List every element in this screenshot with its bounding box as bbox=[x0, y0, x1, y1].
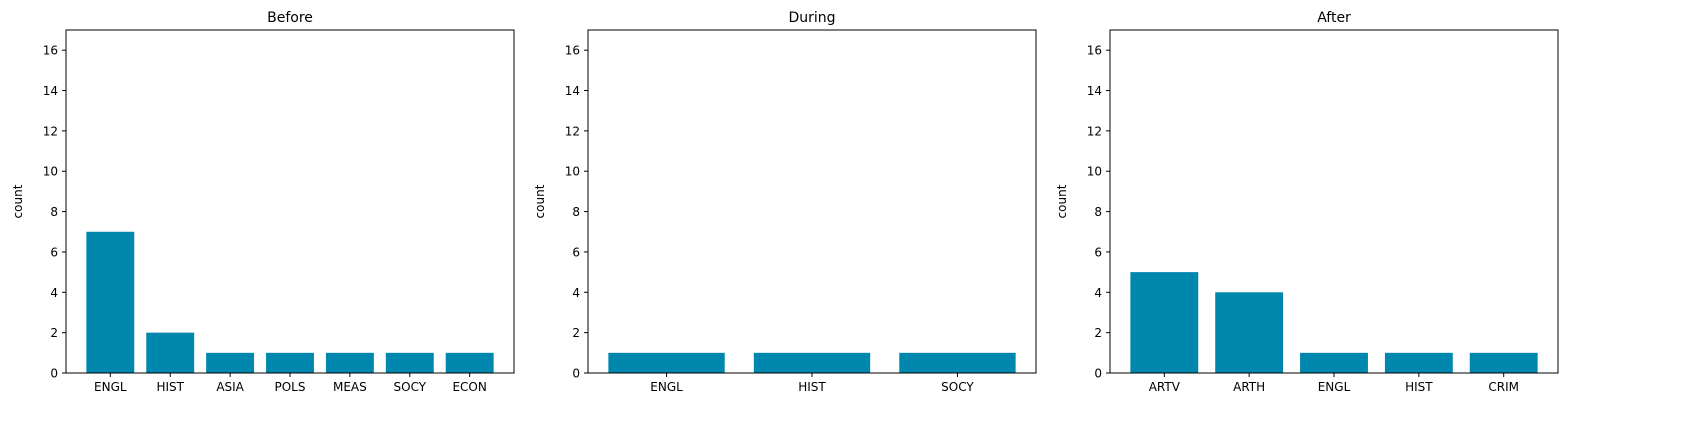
bar-engl bbox=[86, 231, 135, 373]
y-tick-label: 10 bbox=[1087, 165, 1102, 179]
bar-crim bbox=[1469, 352, 1538, 373]
y-axis-label: count bbox=[533, 184, 547, 218]
bar-asia bbox=[206, 352, 255, 373]
y-tick-label: 12 bbox=[565, 124, 580, 138]
x-tick-label: POLS bbox=[275, 380, 306, 394]
y-tick-label: 6 bbox=[50, 245, 58, 259]
bar-engl bbox=[608, 352, 725, 373]
y-tick-label: 4 bbox=[50, 286, 58, 300]
x-tick-label: ECON bbox=[452, 380, 486, 394]
y-tick-label: 14 bbox=[565, 84, 580, 98]
y-tick-label: 6 bbox=[1094, 245, 1102, 259]
y-tick-label: 16 bbox=[43, 44, 58, 58]
y-tick-label: 12 bbox=[1087, 124, 1102, 138]
bar-pols bbox=[266, 352, 314, 373]
y-axis-label: count bbox=[1055, 184, 1069, 218]
y-tick-label: 0 bbox=[50, 367, 58, 381]
bar-hist bbox=[1384, 352, 1453, 373]
x-tick-label: CRIM bbox=[1488, 380, 1519, 394]
x-tick-label: ARTV bbox=[1149, 380, 1181, 394]
y-tick-label: 4 bbox=[572, 286, 580, 300]
bar-econ bbox=[445, 352, 494, 373]
y-tick-label: 14 bbox=[43, 84, 58, 98]
y-tick-label: 14 bbox=[1087, 84, 1102, 98]
y-tick-label: 8 bbox=[1094, 205, 1102, 219]
bar-artv bbox=[1130, 272, 1199, 373]
axes-frame bbox=[587, 29, 1037, 374]
chart-title: Before bbox=[267, 10, 313, 26]
bar-hist bbox=[146, 332, 195, 373]
bar-meas bbox=[325, 352, 374, 373]
bar-socy bbox=[385, 352, 434, 373]
y-tick-label: 0 bbox=[1094, 367, 1102, 381]
chart-title: During bbox=[788, 10, 835, 26]
x-tick-label: SOCY bbox=[394, 380, 427, 394]
chart-panel-2: ENGL HIST SOCY 0 2 4 6 8 10 12 14 16 During count bbox=[533, 10, 1037, 394]
x-tick-label: MEAS bbox=[333, 380, 367, 394]
x-tick-label: HIST bbox=[1405, 380, 1433, 394]
y-tick-label: 12 bbox=[43, 124, 58, 138]
bar-engl bbox=[1300, 352, 1368, 373]
y-tick-label: 8 bbox=[50, 205, 58, 219]
bar-socy bbox=[899, 352, 1016, 373]
axes-frame bbox=[65, 29, 515, 374]
y-axis-label: count bbox=[11, 184, 25, 218]
y-tick-label: 2 bbox=[50, 326, 58, 340]
chart-panel-3: ARTV ARTH ENGL HIST CRIM 0 2 4 6 8 10 12 14 16 After co… bbox=[1055, 10, 1559, 394]
y-tick-label: 16 bbox=[1087, 44, 1102, 58]
x-tick-label: ASIA bbox=[216, 380, 244, 394]
axes-frame bbox=[1109, 29, 1559, 374]
y-tick-label: 6 bbox=[572, 245, 580, 259]
bar-arth bbox=[1215, 292, 1284, 373]
bar-hist bbox=[753, 352, 871, 373]
y-tick-label: 10 bbox=[565, 165, 580, 179]
x-tick-label: ENGL bbox=[650, 380, 683, 394]
y-tick-label: 2 bbox=[1094, 326, 1102, 340]
y-tick-label: 4 bbox=[1094, 286, 1102, 300]
chart-title: After bbox=[1317, 10, 1351, 26]
x-tick-label: ENGL bbox=[1318, 380, 1351, 394]
x-tick-label: HIST bbox=[798, 380, 826, 394]
x-tick-label: HIST bbox=[156, 380, 184, 394]
x-tick-label: SOCY bbox=[941, 380, 974, 394]
y-tick-label: 0 bbox=[572, 367, 580, 381]
y-tick-label: 2 bbox=[572, 326, 580, 340]
chart-panel-1: ENGL HIST ASIA POLS MEAS SOCY ECON 0 2 4 6 8 10 12 14 1… bbox=[11, 10, 515, 394]
y-tick-label: 16 bbox=[565, 44, 580, 58]
x-tick-label: ENGL bbox=[94, 380, 127, 394]
x-tick-label: ARTH bbox=[1233, 380, 1265, 394]
y-tick-label: 10 bbox=[43, 165, 58, 179]
y-tick-label: 8 bbox=[572, 205, 580, 219]
